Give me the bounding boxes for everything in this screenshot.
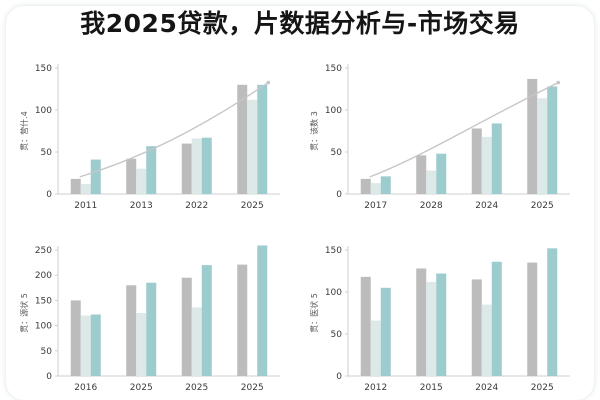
bar-chart-4: 0 50 100 150 贯：医状 5 2012 2015 2024 2025 xyxy=(309,246,570,393)
chart-panel-top-right: 0 50 100 150 贯：该数 3 2017 2028 2024 2025 xyxy=(300,54,590,214)
chart2-x-tick-label-1: 2028 xyxy=(420,201,443,211)
chart4-bar-gray-1 xyxy=(416,268,427,376)
chart4-x-tick-label-1: 2015 xyxy=(420,383,443,393)
chart2-x-tick-label-0: 2017 xyxy=(364,201,387,211)
chart3-y-tick-label-3: 150 xyxy=(35,296,52,306)
bar-chart-3: 0 50 100 150 200 250 贯：源状 5 2016 2025 2025 2025 xyxy=(19,245,280,393)
chart-panel-bottom-right: 0 50 100 150 贯：医状 5 2012 2015 2024 2025 xyxy=(300,236,590,396)
chart3-bar-gray-0 xyxy=(70,300,81,376)
chart4-y-tick-label-1: 50 xyxy=(331,330,343,340)
chart4-bar-pale-1 xyxy=(426,281,437,376)
chart2-y-tick-label-3: 150 xyxy=(325,64,342,74)
chart3-y-tick-label-1: 50 xyxy=(41,347,53,357)
chart4-x-tick-label-3: 2025 xyxy=(531,383,554,393)
chart1-bar-teal-0 xyxy=(90,159,101,194)
chart2-y-axis-label: 贯：该数 3 xyxy=(309,111,319,151)
chart3-x-tick-label-1: 2025 xyxy=(130,383,153,393)
chart1-bar-pale-3 xyxy=(247,99,258,194)
chart4-y-axis-label: 贯：医状 5 xyxy=(309,293,319,333)
chart3-y-tick-label-5: 250 xyxy=(35,246,52,256)
chart3-x-tick-label-2: 2025 xyxy=(185,383,208,393)
chart1-y-axis-label: 贯：营什.4 xyxy=(19,111,29,151)
chart3-bar-pale-0 xyxy=(80,315,91,376)
chart4-y-tick-label-3: 150 xyxy=(325,246,342,256)
chart4-bar-gray-3 xyxy=(527,262,538,376)
chart1-bar-pale-1 xyxy=(136,168,147,194)
chart2-trend-end-dot xyxy=(556,80,561,85)
chart3-bar-teal-3 xyxy=(257,245,268,376)
chart3-y-axis-label: 贯：源状 5 xyxy=(19,293,29,333)
chart3-x-tick-label-3: 2025 xyxy=(241,383,264,393)
chart1-bar-teal-2 xyxy=(201,137,212,194)
chart1-trend-line xyxy=(79,82,269,178)
chart2-y-tick-label-2: 100 xyxy=(325,106,342,116)
chart4-bar-teal-2 xyxy=(491,261,502,376)
chart1-trend-end-dot xyxy=(266,80,271,85)
chart2-bar-teal-2 xyxy=(491,123,502,194)
chart1-bar-gray-2 xyxy=(181,143,192,194)
chart3-bar-teal-2 xyxy=(201,265,212,376)
chart4-y-tick-label-2: 100 xyxy=(325,288,342,298)
chart2-bar-pale-3 xyxy=(537,98,548,194)
chart2-bar-gray-2 xyxy=(471,128,482,194)
chart4-y-tick-label-0: 0 xyxy=(336,372,342,382)
chart2-bar-teal-1 xyxy=(436,153,447,194)
chart3-y-tick-label-2: 100 xyxy=(35,322,52,332)
chart4-bar-teal-3 xyxy=(547,248,558,376)
chart3-y-tick-label-4: 200 xyxy=(35,271,52,281)
chart4-x-tick-label-2: 2024 xyxy=(475,383,498,393)
chart2-bar-gray-1 xyxy=(416,155,427,194)
chart4-bar-gray-2 xyxy=(471,279,482,376)
chart2-trend-line xyxy=(369,81,559,178)
chart3-bar-gray-3 xyxy=(237,264,248,376)
chart1-y-tick-label-2: 100 xyxy=(35,106,52,116)
chart1-bar-pale-0 xyxy=(80,183,91,194)
chart3-y-tick-label-0: 0 xyxy=(46,372,52,382)
chart3-bar-teal-1 xyxy=(146,282,157,376)
chart-panel-top-left: 0 50 100 150 贯：营什.4 2011 2013 2022 2025 xyxy=(10,54,300,214)
chart2-bar-teal-0 xyxy=(380,176,391,194)
chart2-bar-pale-0 xyxy=(370,183,381,194)
chart1-bar-pale-2 xyxy=(191,138,202,194)
chart1-bar-teal-3 xyxy=(257,84,268,194)
chart2-bar-gray-3 xyxy=(527,78,538,194)
chart4-x-tick-label-0: 2012 xyxy=(364,383,387,393)
chart3-bar-gray-2 xyxy=(181,277,192,376)
chart2-y-tick-label-0: 0 xyxy=(336,190,342,200)
chart1-x-tick-label-3: 2025 xyxy=(241,201,264,211)
chart3-bar-pale-1 xyxy=(136,313,147,376)
chart4-bar-teal-1 xyxy=(436,273,447,376)
chart1-bar-gray-3 xyxy=(237,84,248,194)
chart2-bar-pale-1 xyxy=(426,170,437,194)
chart1-x-tick-label-2: 2022 xyxy=(185,201,208,211)
chart1-y-tick-label-0: 0 xyxy=(46,190,52,200)
chart2-y-tick-label-1: 50 xyxy=(331,148,343,158)
chart1-y-tick-label-1: 50 xyxy=(41,148,53,158)
chart1-x-tick-label-1: 2013 xyxy=(130,201,153,211)
chart1-bar-gray-0 xyxy=(70,178,81,194)
chart-panel-bottom-left: 0 50 100 150 200 250 贯：源状 5 2016 2025 2025 2025 xyxy=(10,236,300,396)
chart2-bar-gray-0 xyxy=(360,178,371,194)
chart3-x-tick-label-0: 2016 xyxy=(74,383,97,393)
chart1-bar-teal-1 xyxy=(146,146,157,194)
chart1-x-tick-label-0: 2011 xyxy=(74,201,97,211)
chart2-bar-teal-3 xyxy=(547,86,558,194)
chart2-x-tick-label-2: 2024 xyxy=(475,201,498,211)
chart3-bar-teal-0 xyxy=(90,314,101,376)
chart2-x-tick-label-3: 2025 xyxy=(531,201,554,211)
bar-chart-1: 0 50 100 150 贯：营什.4 2011 2013 2022 2025 xyxy=(19,64,280,211)
chart4-bar-pale-2 xyxy=(481,304,492,376)
chart3-bar-gray-1 xyxy=(126,285,137,376)
chart1-bar-gray-1 xyxy=(126,158,137,194)
chart3-bar-pale-2 xyxy=(191,307,202,376)
chart4-bar-gray-0 xyxy=(360,276,371,376)
chart1-y-tick-label-3: 150 xyxy=(35,64,52,74)
chart2-bar-pale-2 xyxy=(481,136,492,194)
page-title: 我2025贷款，片数据分析与-市场交易 xyxy=(80,9,520,38)
bar-chart-2: 0 50 100 150 贯：该数 3 2017 2028 2024 2025 xyxy=(309,64,570,211)
chart4-bar-teal-0 xyxy=(380,287,391,376)
chart4-bar-pale-0 xyxy=(370,320,381,376)
